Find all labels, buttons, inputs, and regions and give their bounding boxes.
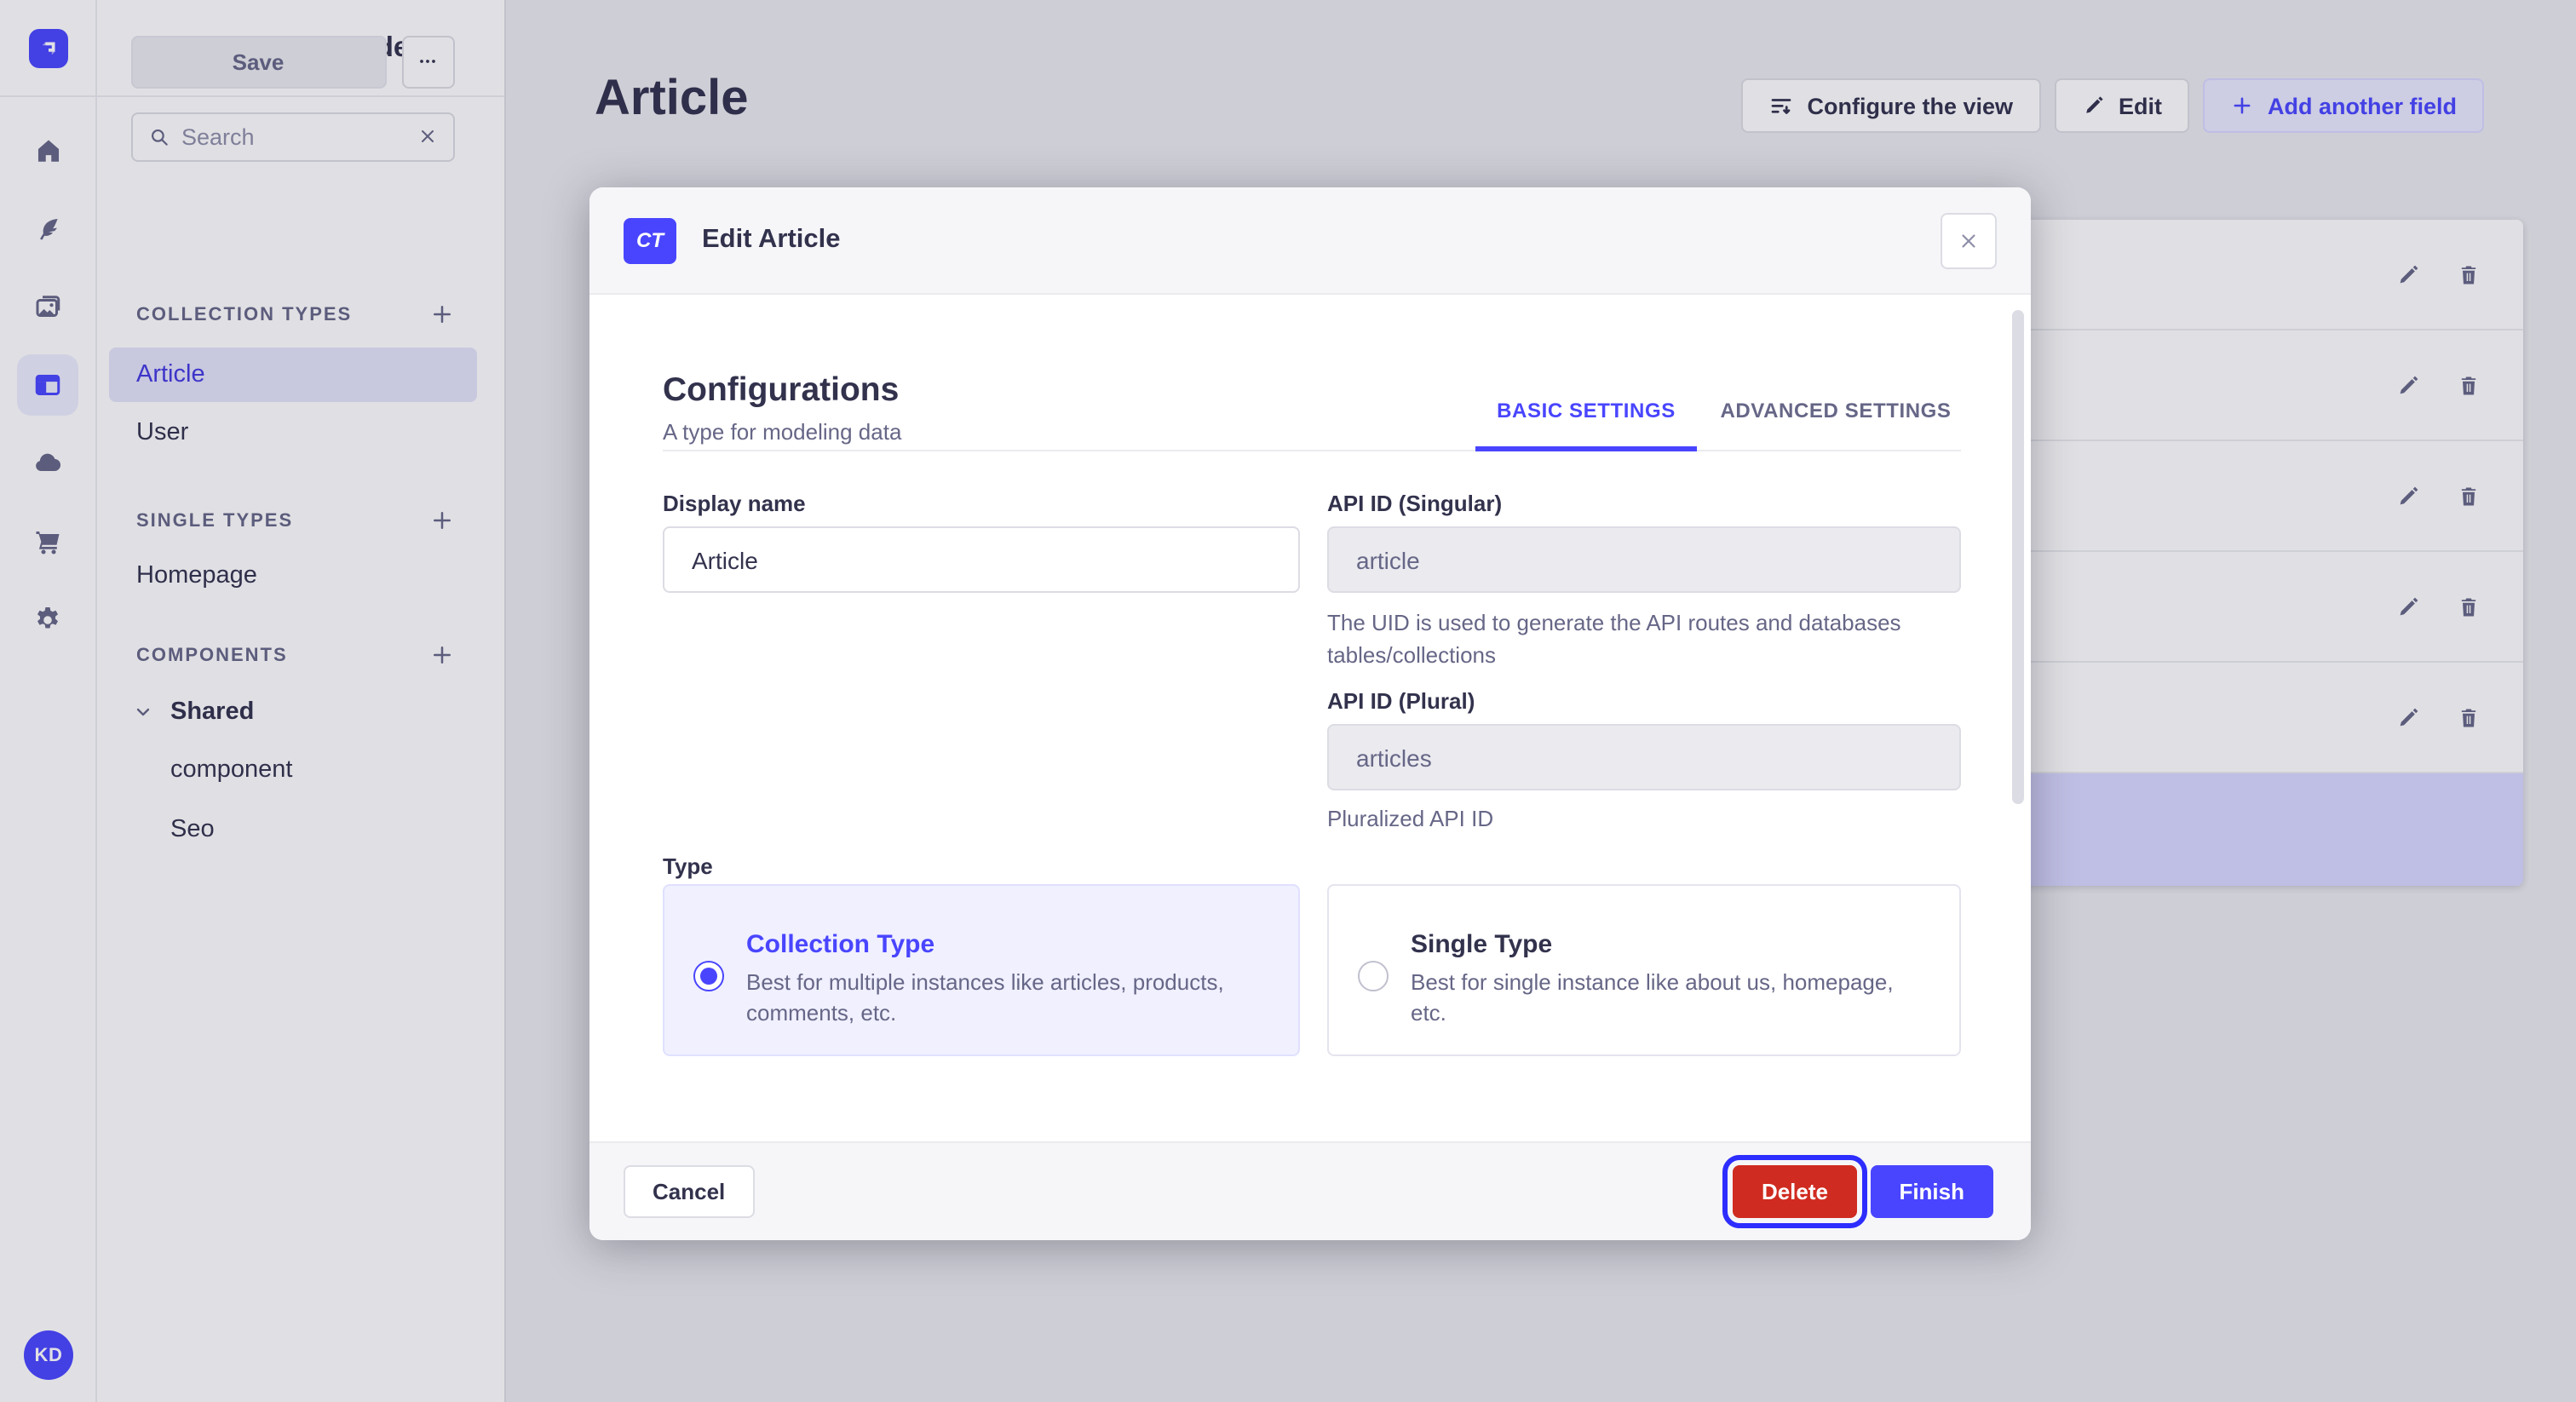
single-type-description: Best for single instance like about us, … [1411,969,1894,1025]
add-single-type-icon[interactable] [429,508,455,533]
strapi-logo-icon[interactable] [28,28,67,67]
modal-scrollbar-thumb[interactable] [2012,310,2024,804]
configurations-heading: Configurations [663,371,900,409]
ellipsis-icon [420,60,435,63]
configure-view-icon [1768,93,1793,118]
rail-header [0,0,95,97]
collection-type-description: Best for multiple instances like article… [746,969,1224,1025]
edit-field-icon[interactable] [2395,594,2421,619]
tab-basic-settings[interactable]: BASIC SETTINGS [1497,399,1676,422]
active-tab-underline [1475,446,1697,451]
sidebar-item-component[interactable]: component [170,756,293,784]
display-name-input[interactable] [663,526,1300,593]
content-type-badge: CT [624,217,676,263]
more-options-button[interactable] [401,35,454,88]
modal-header: CT Edit Article [589,187,2031,295]
add-collection-type-icon[interactable] [429,302,455,327]
delete-field-icon[interactable] [2457,372,2481,398]
add-another-field-button[interactable]: Add another field [2203,78,2484,133]
api-id-plural-helper: Pluralized API ID [1327,806,1494,831]
modal-title: Edit Article [702,225,841,254]
media-library-icon[interactable] [17,276,78,337]
search-box [130,112,454,161]
edit-article-modal: CT Edit Article Configurations A type fo… [589,187,2031,1240]
delete-field-icon[interactable] [2457,261,2481,287]
page-title: Article [595,72,749,126]
single-type-radio[interactable] [1358,961,1389,991]
delete-button[interactable]: Delete [1722,1155,1868,1228]
modal-footer: Cancel Delete Finish [589,1141,2031,1240]
marketplace-icon[interactable] [17,511,78,572]
sidebar-panel: Content-Type Builder Save COLLECTION TYP… [97,0,506,1402]
pencil-icon [2081,94,2105,118]
search-input[interactable] [181,124,405,149]
search-icon [147,125,170,147]
single-type-title: Single Type [1411,930,1553,959]
finish-button[interactable]: Finish [1870,1165,1993,1218]
type-label: Type [663,853,713,879]
plus-icon [2230,94,2254,118]
sidebar-item-seo[interactable]: Seo [170,816,215,843]
cancel-button[interactable]: Cancel [624,1165,755,1218]
api-id-singular-helper: The UID is used to generate the API rout… [1327,610,1901,668]
edit-field-icon[interactable] [2395,704,2421,730]
header-actions: Configure the view Edit Add another fiel… [1740,78,2484,133]
edit-field-icon[interactable] [2395,483,2421,509]
user-avatar[interactable]: KD [24,1330,73,1380]
sidebar-group-shared[interactable]: Shared [133,698,254,726]
chevron-down-icon [133,702,153,722]
api-id-plural-input [1327,724,1961,790]
single-types-section: SINGLE TYPES [136,508,455,533]
collection-type-radio[interactable] [693,961,724,991]
sidebar-actions: Save [130,35,454,88]
configurations-subheading: A type for modeling data [663,419,902,445]
settings-gear-icon[interactable] [17,589,78,651]
edit-field-icon[interactable] [2395,261,2421,287]
sidebar-item-article[interactable]: Article [108,347,476,402]
collection-types-header: COLLECTION TYPES [136,304,353,325]
display-name-label: Display name [663,491,806,516]
delete-field-icon[interactable] [2457,483,2481,509]
close-modal-button[interactable] [1941,212,1997,268]
content-manager-icon[interactable] [17,198,78,259]
configure-view-button[interactable]: Configure the view [1740,78,2040,133]
save-button[interactable]: Save [130,35,386,88]
rail-icons [0,97,95,651]
single-type-card[interactable]: Single Type Best for single instance lik… [1327,884,1961,1056]
api-id-plural-label: API ID (Plural) [1327,688,1475,714]
delete-field-icon[interactable] [2457,704,2481,730]
add-component-icon[interactable] [429,642,455,668]
components-section: COMPONENTS [136,642,455,668]
delete-field-icon[interactable] [2457,594,2481,619]
single-types-header: SINGLE TYPES [136,510,294,531]
close-icon [1962,233,1975,247]
sidebar-item-user[interactable]: User [136,419,189,446]
collection-type-card[interactable]: Collection Type Best for multiple instan… [663,884,1300,1056]
tab-advanced-settings[interactable]: ADVANCED SETTINGS [1720,399,1952,422]
home-icon[interactable] [17,119,78,181]
cloud-icon[interactable] [17,433,78,494]
api-id-singular-input [1327,526,1961,593]
clear-search-icon[interactable] [417,126,437,147]
collection-types-section: COLLECTION TYPES [136,302,455,327]
content-type-builder-icon[interactable] [17,354,78,416]
api-id-singular-label: API ID (Singular) [1327,491,1503,516]
collection-type-title: Collection Type [746,930,935,959]
sidebar-item-homepage[interactable]: Homepage [136,562,257,589]
components-header: COMPONENTS [136,645,288,665]
edit-field-icon[interactable] [2395,372,2421,398]
tabs-divider [663,450,1961,451]
nav-rail: KD [0,0,97,1402]
edit-button[interactable]: Edit [2054,78,2189,133]
